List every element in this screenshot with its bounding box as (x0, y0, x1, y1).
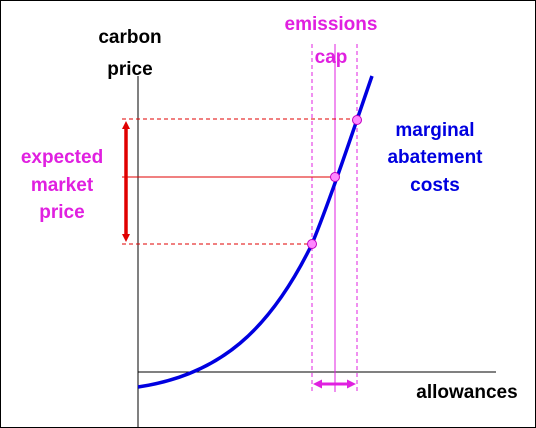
price-label: market (31, 175, 94, 196)
cap-label: cap (315, 47, 348, 68)
cap-label: emissions (285, 14, 378, 35)
price-label: expected (21, 147, 103, 168)
point (330, 172, 340, 182)
curve-label: marginal (395, 120, 474, 141)
y-axis-label: price (107, 59, 152, 80)
point (352, 115, 362, 125)
y-axis-label: carbon (98, 27, 161, 48)
point (307, 239, 317, 249)
curve-label: costs (410, 175, 460, 196)
x-axis-label: allowances (416, 382, 517, 403)
curve-label: abatement (387, 147, 483, 168)
price-label: price (39, 202, 84, 223)
